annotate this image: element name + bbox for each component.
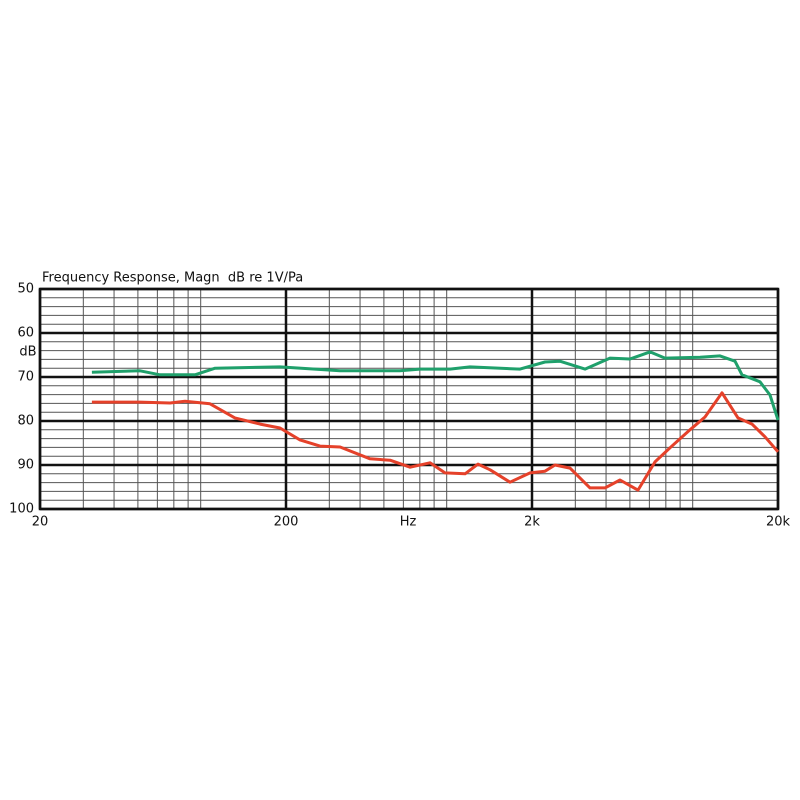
x-tick-label: 2k (524, 515, 540, 530)
x-tick-label: 20k (766, 515, 791, 530)
chart-title: Frequency Response, Magn dB re 1V/Pa (42, 271, 303, 286)
x-axis-label: Hz (400, 515, 417, 530)
series-line (91, 391, 780, 492)
x-tick-label: 20 (32, 515, 49, 530)
y-tick-label: 50 (17, 282, 34, 297)
y-tick-label: 80 (17, 414, 34, 429)
y-tick-label: 60 (17, 326, 34, 341)
y-tick-label: 70 (17, 370, 34, 385)
y-tick-label: 90 (17, 458, 34, 473)
y-tick-label: 100 (9, 502, 34, 517)
y-axis-label: dB (19, 345, 36, 360)
plot-border (38, 287, 780, 511)
series-line (91, 350, 780, 421)
x-tick-label: 200 (274, 515, 299, 530)
